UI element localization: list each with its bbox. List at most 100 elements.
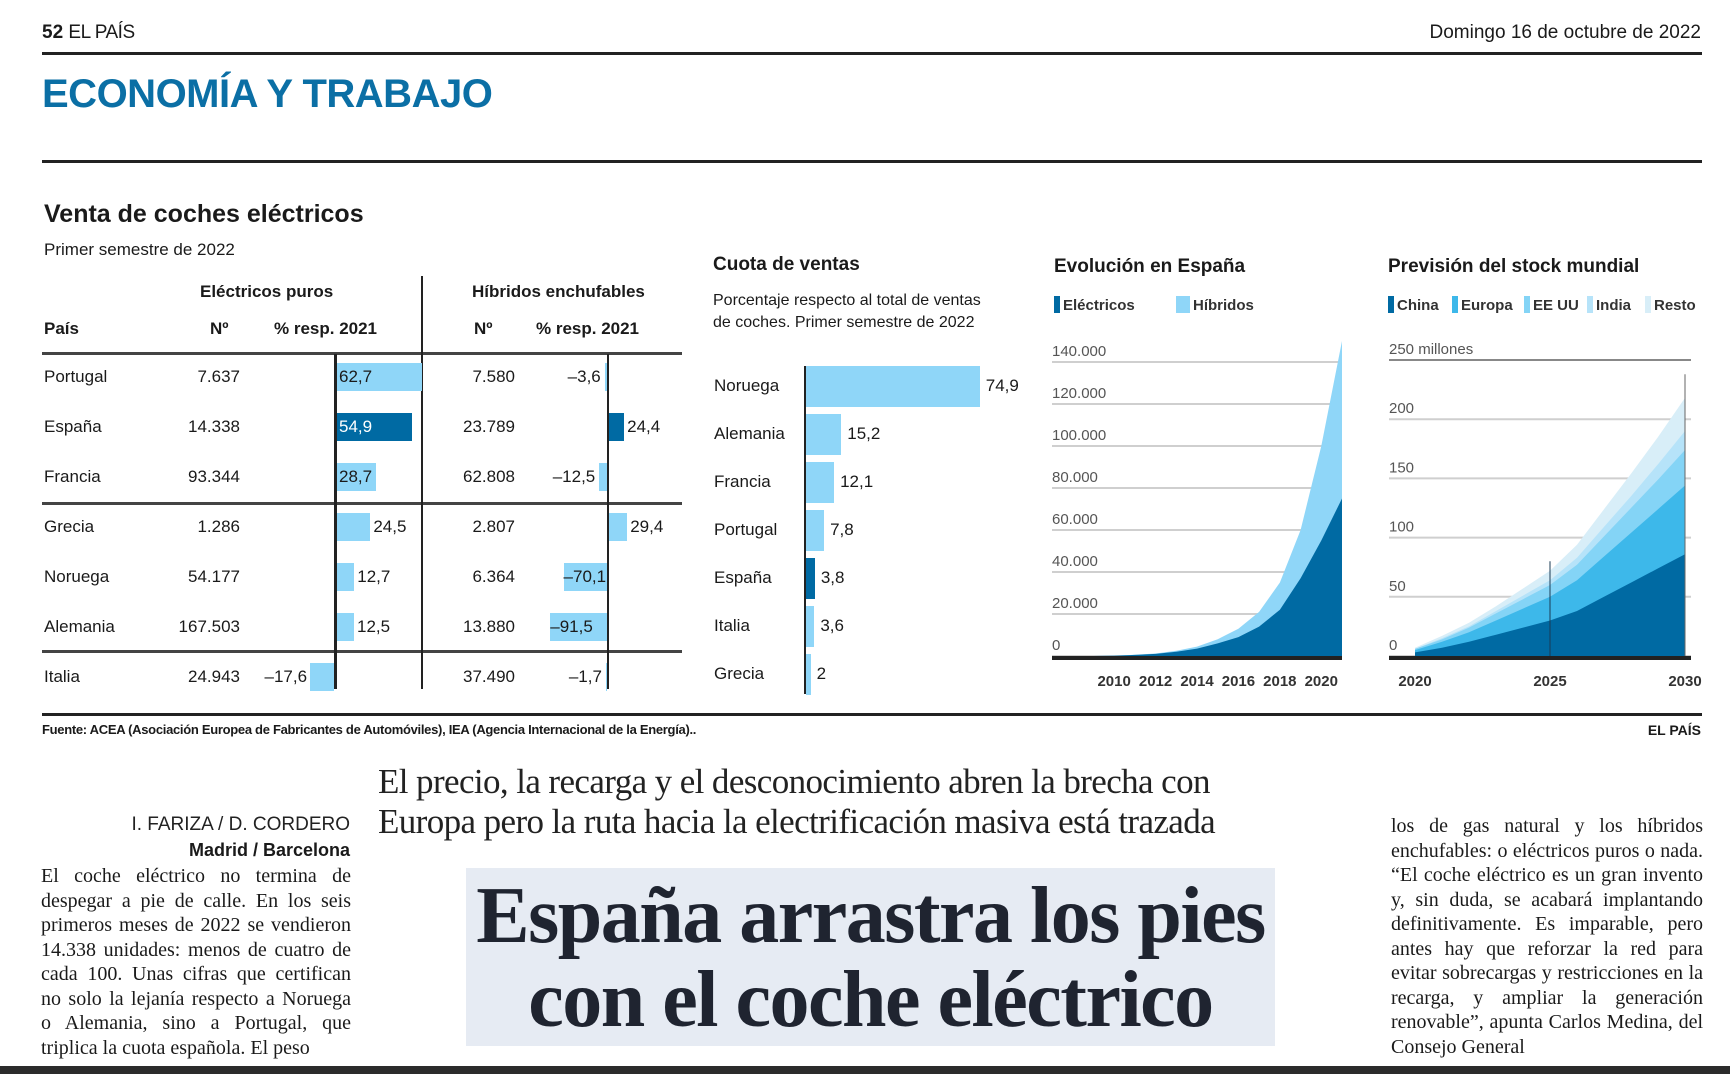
col-header-country: País (44, 319, 79, 338)
issue-date: Domingo 16 de octubre de 2022 (1429, 22, 1701, 43)
share-value-label: 3,8 (820, 568, 845, 587)
evo-xtick-label: 2018 (1263, 673, 1296, 690)
bev-pct-label: 28,7 (339, 467, 373, 486)
table-cell-phev-n: 23.789 (463, 417, 515, 436)
evo-xtick-label: 2014 (1180, 673, 1214, 690)
table-header-rule (42, 352, 682, 355)
paper-name: EL PAÍS (68, 22, 135, 43)
evo-xtick-label: 2010 (1097, 673, 1130, 690)
evo-ytick-label: 100.000 (1052, 427, 1106, 444)
share-category-label: Alemania (714, 424, 785, 443)
col-header-bev-pct: % resp. 2021 (274, 319, 378, 338)
evo-ytick-label: 60.000 (1052, 511, 1098, 528)
legend-hibridos: Híbridos (1176, 296, 1254, 314)
share-category-label: Portugal (714, 520, 778, 539)
col-header-bev-n: Nº (210, 319, 229, 338)
evo-ytick-label: 40.000 (1052, 553, 1098, 570)
forecast-ytick-label: 100 (1389, 519, 1414, 536)
evolution-area-chart: 0 20.000 40.000 60.000 80.000 100.000 120.000 1… (1052, 341, 1342, 690)
bev-bar (337, 513, 371, 541)
bev-bar (337, 563, 355, 591)
forecast-xtick-label: 2030 (1668, 673, 1701, 690)
share-value-label: 15,2 (847, 424, 881, 443)
graphic-source: Fuente: ACEA (Asociación Europea de Fabr… (42, 722, 697, 737)
group-header-bev: Eléctricos puros (200, 282, 334, 301)
evo-xtick-label: 2012 (1139, 673, 1172, 690)
table-cell-phev-n: 62.808 (463, 467, 515, 486)
article-location: Madrid / Barcelona (188, 840, 350, 860)
phev-zero-axis (607, 354, 609, 689)
share-category-label: Grecia (714, 664, 765, 683)
article-column-1: El coche eléctrico no termina de despega… (41, 865, 351, 1059)
forecast-legend-swatch (1587, 296, 1593, 313)
forecast-legend-label: Europa (1461, 297, 1513, 314)
table-cell-phev-n: 6.364 (472, 567, 515, 586)
page-folio: 52 EL PAÍS (42, 22, 135, 44)
share-value-label: 12,1 (840, 472, 874, 491)
forecast-ytick-label: 200 (1389, 400, 1414, 417)
evo-ytick-label: 80.000 (1052, 469, 1098, 486)
share-bar (806, 414, 842, 455)
forecast-legend-swatch (1524, 296, 1530, 313)
top-rule (42, 52, 1702, 55)
share-chart-axis (804, 366, 806, 694)
bev-zero-axis (334, 354, 337, 689)
evo-ytick-label: 0 (1052, 637, 1060, 654)
share-chart-title: Cuota de ventas (713, 254, 860, 275)
forecast-legend-label: India (1596, 297, 1632, 314)
phev-pct-label: –12,5 (552, 467, 596, 486)
bev-pct-label: 12,7 (357, 567, 391, 586)
forecast-legend-item: EE UU (1524, 296, 1579, 314)
bev-bar (337, 413, 412, 441)
graphic-subtitle: Primer semestre de 2022 (44, 240, 235, 259)
forecast-legend-swatch (1388, 296, 1394, 313)
phev-pct-label: –91,5 (550, 617, 593, 636)
share-category-label: Francia (714, 472, 771, 491)
graphic-bottom-rule (42, 713, 1702, 716)
table-cell-country: Grecia (44, 517, 95, 536)
forecast-ytick-label: 0 (1389, 637, 1397, 654)
bottom-edge (0, 1066, 1730, 1074)
phev-pct-label: 24,4 (627, 417, 661, 436)
forecast-area-china (1415, 554, 1685, 656)
forecast-legend-label: Resto (1654, 297, 1696, 314)
bev-pct-label: 54,9 (339, 417, 373, 436)
table-cell-phev-n: 2.807 (472, 517, 515, 536)
share-bar (806, 654, 811, 695)
article-headline-1: España arrastra los pies (476, 872, 1266, 960)
article-subheadline-1: El precio, la recarga y el desconocimien… (378, 762, 1210, 801)
table-cell-bev-n: 1.286 (197, 517, 240, 536)
share-category-label: España (714, 568, 772, 587)
bev-bar (310, 663, 334, 691)
evo-area-electricos (1072, 498, 1342, 656)
forecast-ytick-label: 150 (1389, 459, 1414, 476)
share-value-label: 3,6 (820, 616, 844, 635)
forecast-xtick-label: 2020 (1398, 673, 1431, 690)
share-bar (806, 366, 980, 407)
bev-pct-label: 24,5 (373, 517, 407, 536)
forecast-legend-label: China (1397, 297, 1439, 314)
phev-pct-label: 29,4 (630, 517, 664, 536)
forecast-xtick-label: 2025 (1533, 673, 1566, 690)
bev-pct-label: 62,7 (339, 367, 373, 386)
forecast-legend-item: India (1587, 296, 1631, 314)
table-cell-country: Alemania (44, 617, 115, 636)
table-cell-country: España (44, 417, 102, 436)
bev-bar (337, 613, 354, 641)
table-cell-country: Portugal (44, 367, 108, 386)
article-headline-2: con el coche eléctrico (528, 956, 1214, 1044)
forecast-area-chart: 0 50 100 150 200 250 millones 2020 2025 2030 (1389, 341, 1702, 690)
table-cell-bev-n: 93.344 (188, 467, 240, 486)
table-cell-bev-n: 54.177 (188, 567, 240, 586)
share-chart-subtitle-2: de coches. Primer semestre de 2022 (713, 314, 975, 331)
phev-bar (604, 363, 607, 391)
evo-xtick-label: 2020 (1305, 673, 1338, 690)
phev-bar (609, 513, 628, 541)
share-bar (806, 606, 815, 647)
share-value-label: 74,9 (985, 376, 1019, 395)
forecast-legend-label: EE UU (1533, 297, 1579, 314)
share-value-label: 7,8 (830, 520, 854, 539)
bev-bar (337, 463, 377, 491)
section-title: ECONOMÍA Y TRABAJO (42, 72, 493, 116)
table-cell-country: Italia (44, 667, 80, 686)
